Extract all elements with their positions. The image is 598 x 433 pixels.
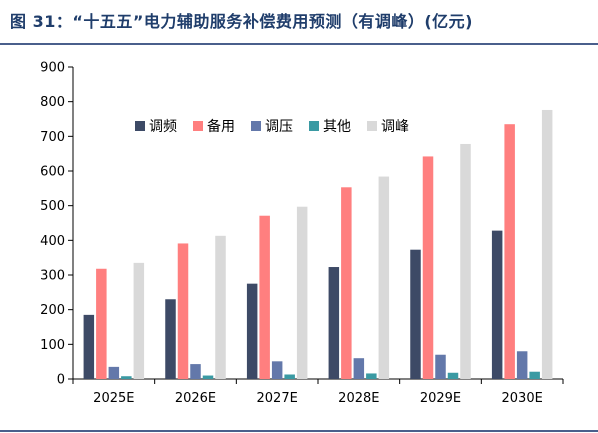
bar-4-2026E xyxy=(202,375,214,379)
y-tick-label: 0 xyxy=(57,373,65,388)
y-tick-label: 500 xyxy=(40,199,65,214)
bar-2-2029E xyxy=(422,156,434,379)
y-tick-label: 100 xyxy=(40,338,65,353)
bar-4-2027E xyxy=(284,374,295,379)
y-tick-label: 600 xyxy=(40,165,65,180)
bar-5-2025E xyxy=(133,262,145,379)
bar-4-2025E xyxy=(121,376,132,379)
title-bar: 图 31：“十五五”电力辅助服务补偿费用预测（有调峰）(亿元) xyxy=(0,0,598,44)
bar-3-2027E xyxy=(271,361,283,379)
legend: 调频 备用 调压 其他 调峰 xyxy=(135,118,409,135)
bar-3-2025E xyxy=(108,366,120,379)
bar-5-2029E xyxy=(460,143,471,379)
bar-5-2030E xyxy=(541,109,553,379)
bar-3-2026E xyxy=(190,364,201,379)
x-tick-label: 2030E xyxy=(502,391,543,406)
y-tick-label: 200 xyxy=(40,303,65,318)
bar-1-2030E xyxy=(491,230,503,379)
top-rule xyxy=(0,43,598,45)
y-tick-label: 900 xyxy=(40,61,65,76)
bar-4-2029E xyxy=(447,372,459,379)
bar-4-2030E xyxy=(529,371,540,379)
bars xyxy=(83,109,553,379)
legend-label: 其他 xyxy=(323,119,351,135)
bar-1-2029E xyxy=(410,249,421,379)
bar-5-2028E xyxy=(378,176,390,379)
legend-swatch xyxy=(251,121,261,131)
legend-swatch xyxy=(135,121,145,131)
chart-title: 图 31：“十五五”电力辅助服务补偿费用预测（有调峰）(亿元) xyxy=(10,12,473,31)
legend-label: 调频 xyxy=(149,119,177,135)
bar-4-2028E xyxy=(366,373,377,379)
bar-5-2027E xyxy=(296,206,308,379)
bar-1-2028E xyxy=(328,267,340,379)
bar-2-2028E xyxy=(341,187,352,379)
bar-3-2030E xyxy=(516,351,528,379)
legend-label: 调压 xyxy=(265,119,293,135)
y-tick-label: 800 xyxy=(40,95,65,110)
bar-2-2025E xyxy=(96,268,107,379)
legend-swatch xyxy=(367,121,377,131)
bar-1-2026E xyxy=(165,299,176,379)
y-tick-label: 400 xyxy=(40,234,65,249)
bar-3-2028E xyxy=(353,358,365,379)
legend-swatch xyxy=(309,121,319,131)
x-tick-label: 2029E xyxy=(420,391,461,406)
bottom-rule xyxy=(0,430,598,432)
bar-3-2029E xyxy=(435,354,446,379)
y-tick-label: 700 xyxy=(40,130,65,145)
x-tick-label: 2026E xyxy=(175,391,216,406)
bar-2-2030E xyxy=(504,124,515,379)
bar-1-2027E xyxy=(246,283,258,379)
legend-label: 备用 xyxy=(207,118,235,135)
legend-swatch xyxy=(193,121,203,131)
bar-2-2027E xyxy=(259,215,270,379)
legend-label: 调峰 xyxy=(381,119,409,135)
bar-1-2025E xyxy=(83,314,95,379)
x-tick-label: 2025E xyxy=(93,391,134,406)
bar-5-2026E xyxy=(215,235,226,379)
x-tick-label: 2028E xyxy=(338,391,379,406)
bar-2-2026E xyxy=(177,243,189,379)
y-tick-label: 300 xyxy=(40,269,65,284)
x-tick-label: 2027E xyxy=(257,391,298,406)
axes: 0 100 200 300 400 500 600 700 800 900 2025E 2026E 20… xyxy=(40,61,564,406)
